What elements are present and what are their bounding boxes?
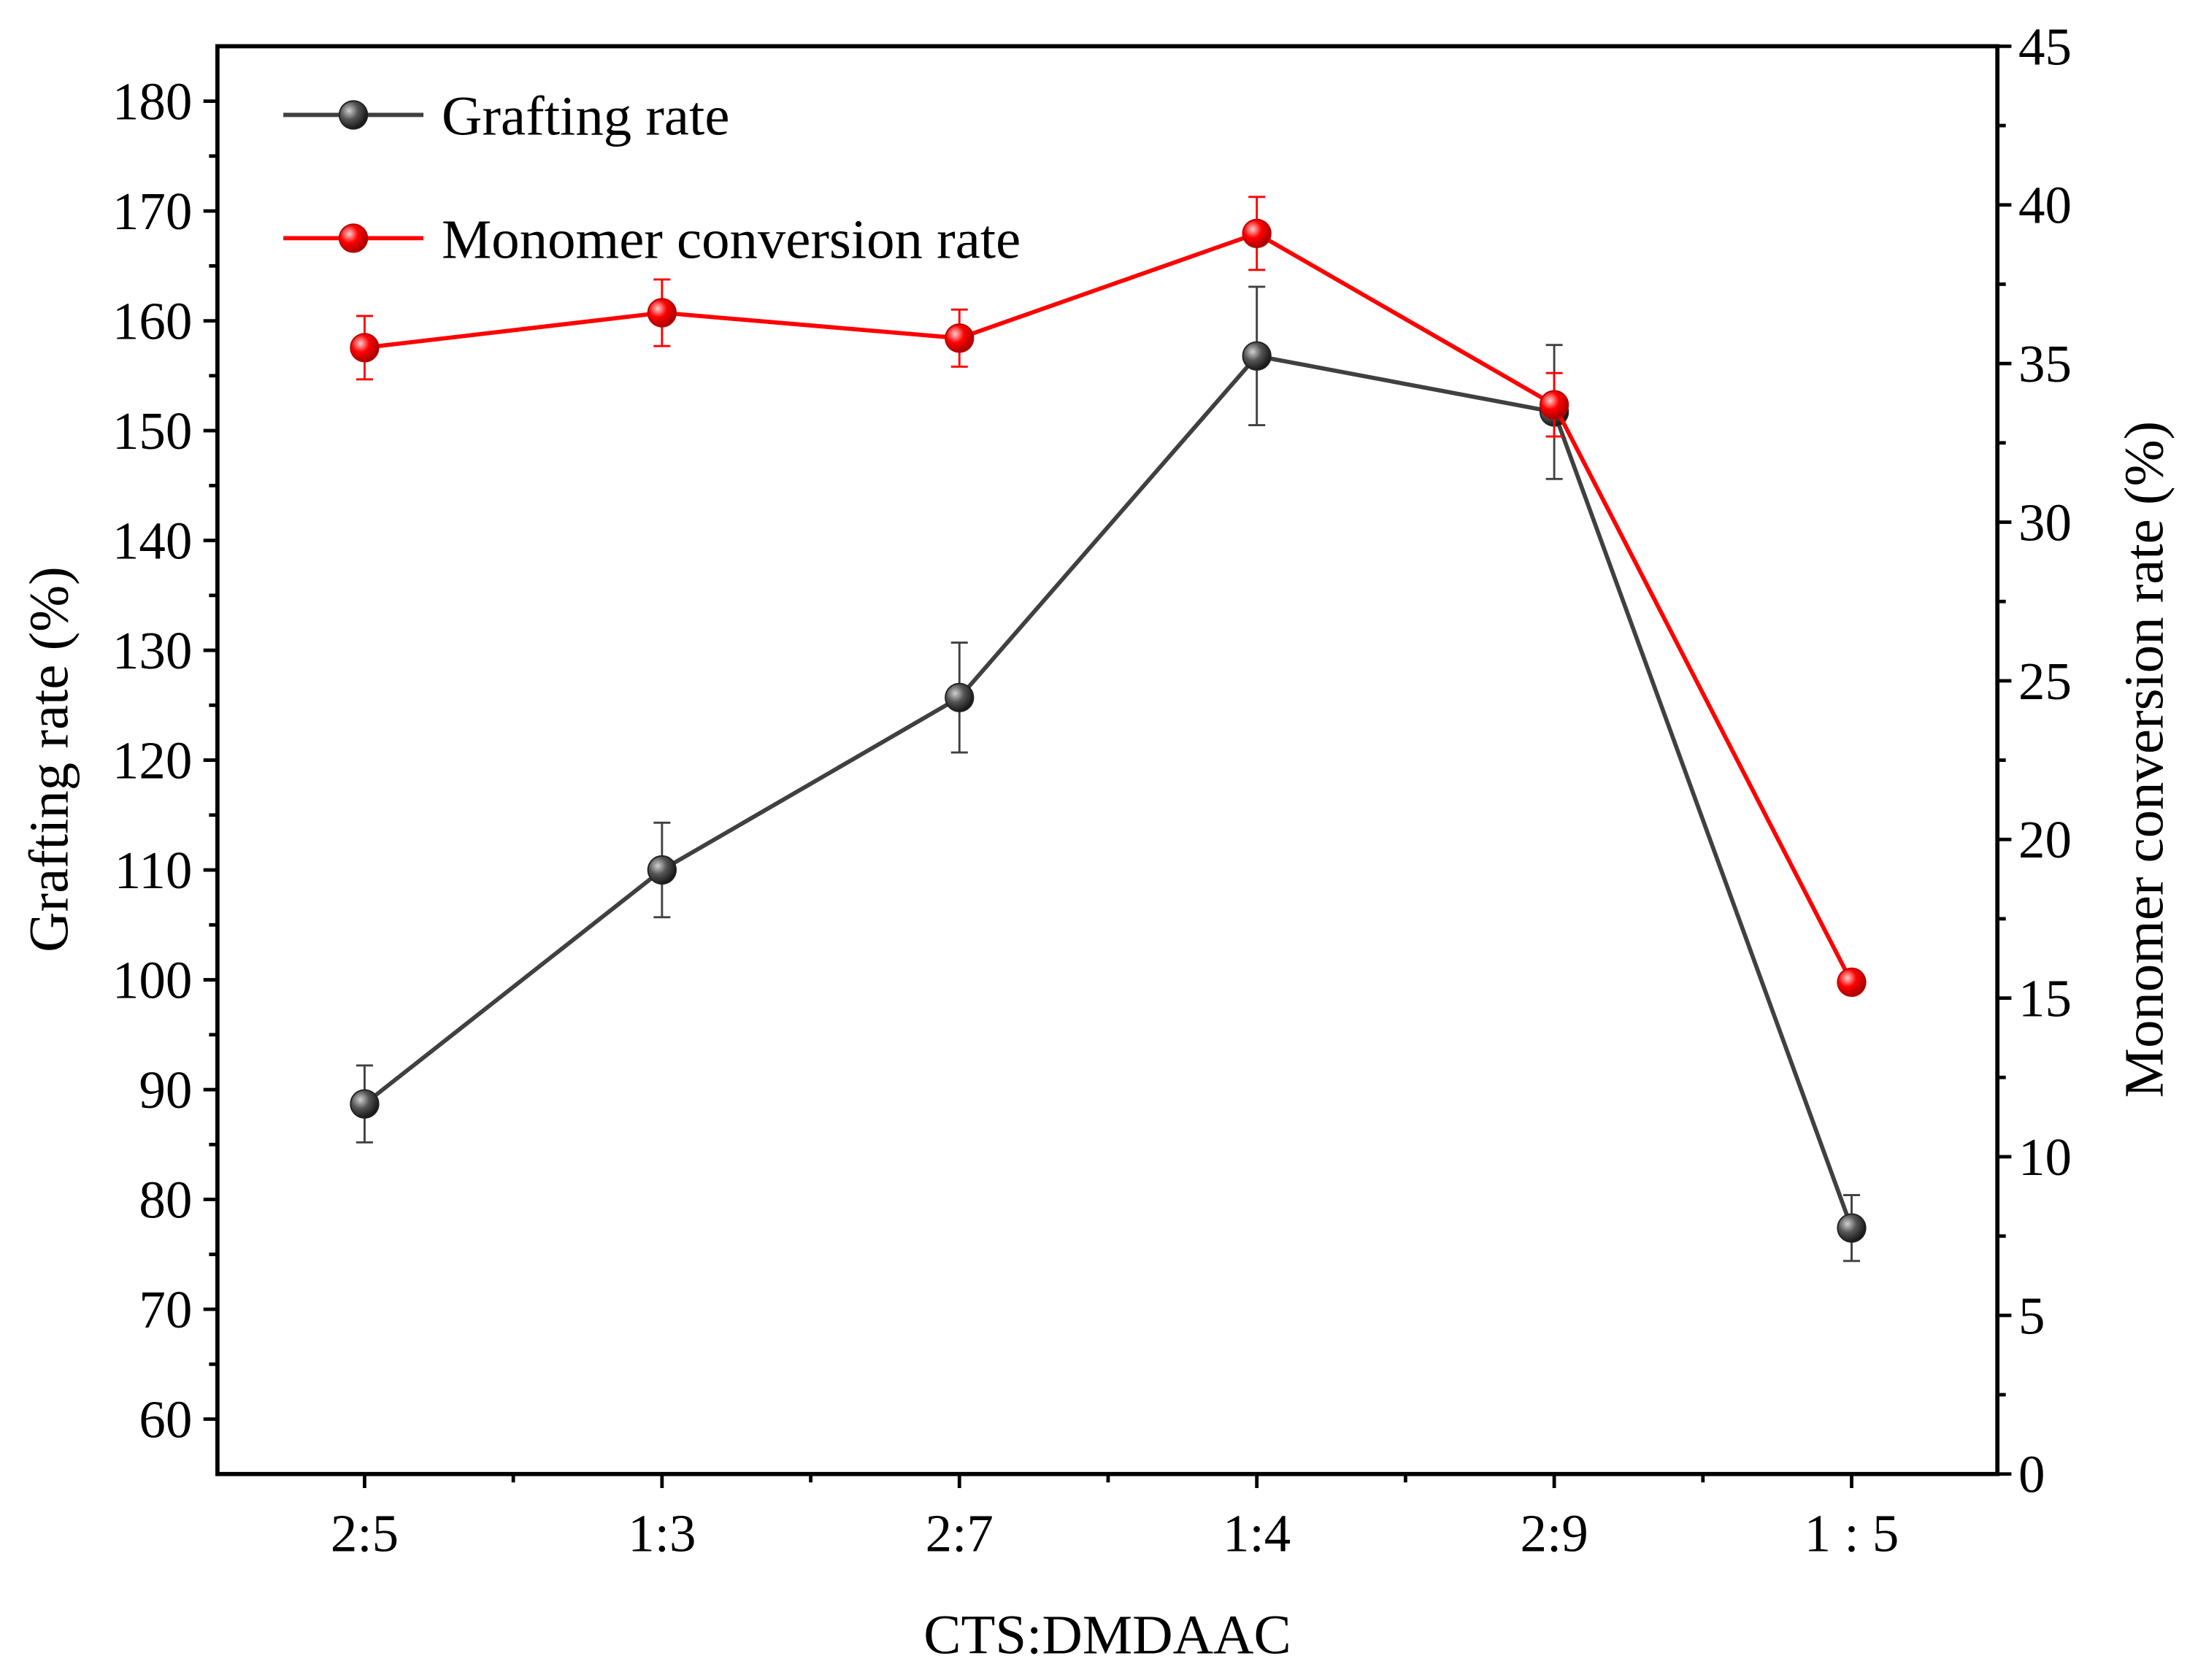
x-axis-label: CTS:DMDAAC (923, 1604, 1291, 1666)
y-axis-label: Grafting rate (%) (18, 566, 80, 952)
y2-axis-label: Monomer conversion rate (%) (2113, 421, 2175, 1098)
data-point (945, 323, 975, 353)
data-point (1837, 1213, 1867, 1243)
data-point (1539, 390, 1569, 420)
y-tick-label: 100 (112, 951, 192, 1010)
y2-tick-label: 25 (2018, 652, 2072, 711)
data-point (1242, 341, 1272, 371)
legend-entry: Monomer conversion rate (283, 208, 1021, 270)
y-tick-label: 160 (112, 292, 192, 351)
y2-tick-label: 45 (2018, 17, 2072, 76)
y-tick-label: 130 (112, 621, 192, 680)
data-point (350, 333, 380, 363)
data-point (1837, 967, 1867, 998)
x-tick-label: 1 : 5 (1805, 1503, 1899, 1563)
series-grafting-rate (350, 285, 1867, 1263)
series-monomer-conversion-rate (350, 196, 1867, 998)
y-tick-label: 110 (115, 841, 193, 900)
series-line (364, 231, 1854, 984)
y-tick-label: 90 (139, 1060, 192, 1120)
legend-marker (338, 100, 369, 130)
y-tick-label: 150 (112, 401, 192, 461)
y2-tick-label: 20 (2018, 810, 2072, 869)
y2-tick-label: 10 (2018, 1128, 2072, 1187)
legend-marker (338, 223, 369, 253)
axes: 60 70 80 90 100 110 120 130 140 150 160 170 180 0 5 10 1… (112, 17, 2072, 1563)
data-point (945, 682, 975, 712)
series-line (363, 353, 1854, 1229)
y-tick-label: 170 (112, 182, 192, 241)
y2-tick-label: 35 (2018, 334, 2072, 393)
data-point (1242, 218, 1272, 249)
x-tick-label: 2:7 (926, 1503, 994, 1563)
legend: Grafting rate Monomer conversion rate (283, 85, 1021, 270)
legend-label: Grafting rate (442, 85, 729, 147)
x-tick-label: 1:4 (1223, 1503, 1291, 1563)
legend-entry: Grafting rate (283, 85, 729, 147)
y-tick-label: 140 (112, 512, 192, 571)
x-tick-label: 2:9 (1520, 1503, 1588, 1563)
y2-tick-label: 5 (2018, 1286, 2045, 1345)
y-tick-label: 180 (112, 72, 192, 131)
y2-tick-label: 40 (2018, 176, 2072, 235)
y2-tick-label: 15 (2018, 969, 2072, 1028)
y2-tick-label: 30 (2018, 493, 2072, 552)
y-tick-label: 80 (139, 1170, 192, 1229)
y-tick-label: 70 (139, 1280, 192, 1339)
data-point (647, 298, 677, 328)
data-point (350, 1089, 380, 1119)
x-tick-label: 1:3 (628, 1503, 696, 1563)
y-tick-label: 120 (112, 731, 192, 790)
series-layer (350, 196, 1867, 1263)
x-tick-label: 2:5 (331, 1503, 399, 1563)
data-point (647, 855, 677, 885)
legend-label: Monomer conversion rate (442, 208, 1021, 270)
y-tick-label: 60 (139, 1390, 192, 1449)
y2-tick-label: 0 (2018, 1445, 2045, 1504)
